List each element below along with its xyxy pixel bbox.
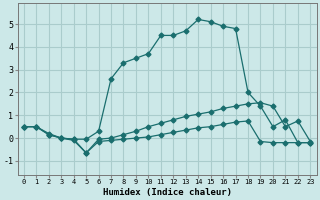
X-axis label: Humidex (Indice chaleur): Humidex (Indice chaleur) (103, 188, 232, 197)
